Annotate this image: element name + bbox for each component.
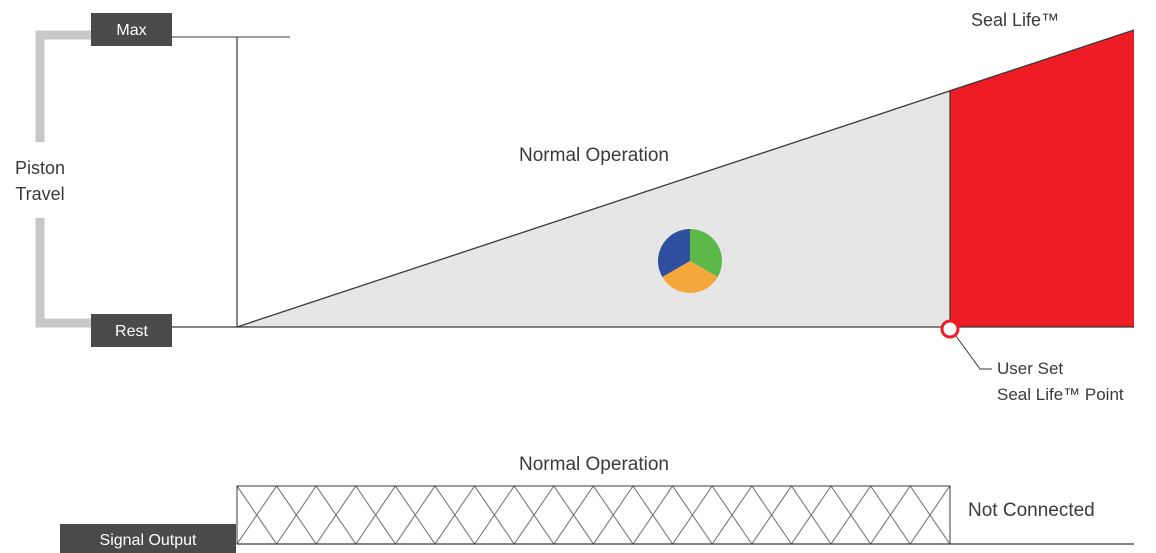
max-label: Max <box>116 22 146 39</box>
seal-life-point-marker <box>940 319 960 339</box>
normal-operation-label-top: Normal Operation <box>519 145 669 166</box>
signal-output-box <box>60 524 236 553</box>
rest-label-box <box>91 314 172 347</box>
user-set-label-line2: Seal Life™ Point <box>997 385 1124 404</box>
piston-travel-label-line1: Piston <box>15 158 65 178</box>
seal-life-label: Seal Life™ <box>971 10 1059 30</box>
piston-travel-label-line2: Travel <box>15 184 64 204</box>
user-set-label-line1: User Set <box>997 359 1063 378</box>
rest-label: Rest <box>115 323 148 340</box>
not-connected-label: Not Connected <box>968 500 1095 521</box>
max-label-box <box>91 13 172 46</box>
tri-color-pie-icon <box>658 229 722 293</box>
signal-crosshatch-region <box>236 485 951 545</box>
piston-travel-bracket-top <box>35 30 92 142</box>
seal-life-region <box>950 30 1134 327</box>
piston-travel-bracket-bottom <box>35 218 92 328</box>
user-set-leader-line <box>955 335 992 370</box>
normal-operation-label-bottom: Normal Operation <box>519 454 669 475</box>
signal-output-label: Signal Output <box>100 532 198 549</box>
travel-slope-line <box>236 29 1135 328</box>
